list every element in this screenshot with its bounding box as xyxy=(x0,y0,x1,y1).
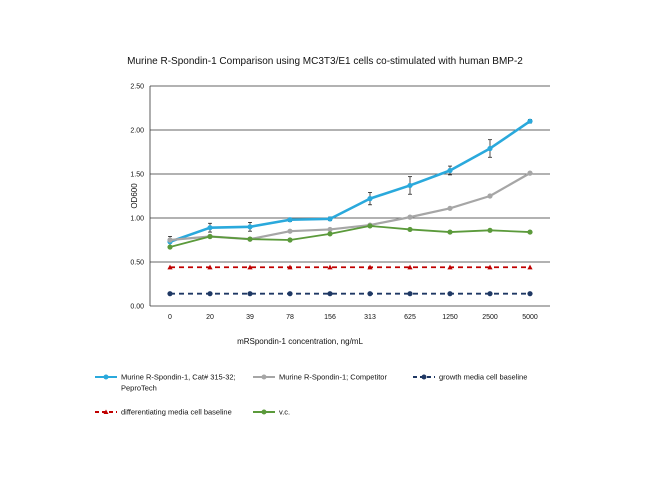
data-point xyxy=(407,214,413,220)
data-point xyxy=(207,225,213,231)
data-point xyxy=(527,264,533,270)
x-tick-label: 1250 xyxy=(442,314,458,321)
data-point xyxy=(487,291,493,297)
data-point xyxy=(407,182,413,189)
data-point xyxy=(287,291,293,297)
data-point xyxy=(367,264,373,270)
data-point xyxy=(287,228,293,234)
data-point xyxy=(447,167,453,174)
data-point xyxy=(327,264,333,270)
data-point xyxy=(287,237,293,243)
data-point xyxy=(287,217,293,223)
y-axis-ticks: 0.00 0.50 1.00 1.50 2.00 2.50 xyxy=(130,84,144,311)
y-tick-label: 2.00 xyxy=(130,128,144,135)
x-tick-label: 20 xyxy=(206,314,214,321)
series-1 xyxy=(167,170,533,243)
x-tick-label: 5000 xyxy=(522,314,538,321)
y-tick-label: 1.00 xyxy=(130,216,144,223)
data-point xyxy=(247,224,253,230)
series-3 xyxy=(167,264,533,270)
series-group xyxy=(167,118,533,297)
data-point xyxy=(367,291,373,297)
data-point xyxy=(487,193,493,199)
data-point xyxy=(207,291,213,297)
x-tick-label: 313 xyxy=(364,314,376,321)
data-point xyxy=(327,216,333,222)
data-point xyxy=(407,291,413,297)
data-point xyxy=(527,118,533,124)
y-axis-label: OD600 xyxy=(130,183,139,209)
data-point xyxy=(207,233,213,240)
data-point xyxy=(167,264,173,270)
data-point xyxy=(103,374,109,380)
legend-item-4: v.c. xyxy=(253,408,290,417)
data-point xyxy=(407,226,413,233)
data-point xyxy=(487,145,493,152)
data-point xyxy=(207,264,213,270)
series-line xyxy=(169,120,531,243)
legend-label: v.c. xyxy=(279,408,290,417)
data-point xyxy=(247,291,253,297)
series-2 xyxy=(167,291,533,297)
data-point xyxy=(327,231,333,237)
data-point xyxy=(487,264,493,270)
data-point xyxy=(527,291,533,297)
x-tick-label: 2500 xyxy=(482,314,498,321)
data-point xyxy=(167,237,173,243)
data-point xyxy=(407,264,413,270)
legend-label: Murine R-Spondin-1, Cat# 315-32; xyxy=(121,373,236,382)
legend-item-3: differentiating media cell baseline xyxy=(95,408,232,417)
data-point xyxy=(247,236,253,242)
x-tick-label: 78 xyxy=(286,314,294,321)
data-point xyxy=(327,226,333,233)
y-tick-label: 1.50 xyxy=(130,172,144,179)
data-point xyxy=(447,291,453,297)
data-point xyxy=(527,229,533,235)
data-point xyxy=(527,170,533,176)
grid xyxy=(149,85,550,307)
legend-item-2: growth media cell baseline xyxy=(413,373,527,382)
x-tick-label: 625 xyxy=(404,314,416,321)
data-point xyxy=(327,291,333,297)
data-point xyxy=(421,374,427,380)
y-tick-label: 0.50 xyxy=(130,260,144,267)
y-tick-label: 0.00 xyxy=(130,304,144,311)
y-tick-label: 2.50 xyxy=(130,84,144,91)
data-point xyxy=(247,264,253,270)
data-point xyxy=(367,223,373,229)
legend: Murine R-Spondin-1, Cat# 315-32; PeproTec… xyxy=(95,373,527,417)
data-point xyxy=(167,244,173,250)
legend-item-0: Murine R-Spondin-1, Cat# 315-32; PeproTec… xyxy=(95,373,236,393)
data-point xyxy=(447,229,453,235)
x-tick-label: 156 xyxy=(324,314,336,321)
data-point xyxy=(167,291,173,297)
legend-label: growth media cell baseline xyxy=(439,373,527,382)
chart-title: Murine R-Spondin-1 Comparison using MC3T… xyxy=(127,56,523,67)
data-point xyxy=(367,196,373,202)
x-axis-ticks: 0 20 39 78 156 313 625 1250 2500 5000 xyxy=(168,314,538,321)
data-point xyxy=(287,264,293,270)
series-4 xyxy=(167,223,533,250)
legend-item-1: Murine R-Spondin-1; Competitor xyxy=(253,373,387,382)
x-axis-label: mRSpondin-1 concentration, ng/mL xyxy=(237,337,363,346)
data-point xyxy=(447,205,453,211)
x-tick-label: 0 xyxy=(168,314,172,321)
data-point xyxy=(447,264,453,270)
data-point xyxy=(103,409,109,414)
x-tick-label: 39 xyxy=(246,314,254,321)
series-line xyxy=(169,225,531,248)
legend-label: PeproTech xyxy=(121,384,157,393)
data-point xyxy=(487,227,493,233)
data-point xyxy=(261,374,267,380)
legend-label: differentiating media cell baseline xyxy=(121,408,232,417)
data-point xyxy=(261,409,267,415)
legend-label: Murine R-Spondin-1; Competitor xyxy=(279,373,387,382)
